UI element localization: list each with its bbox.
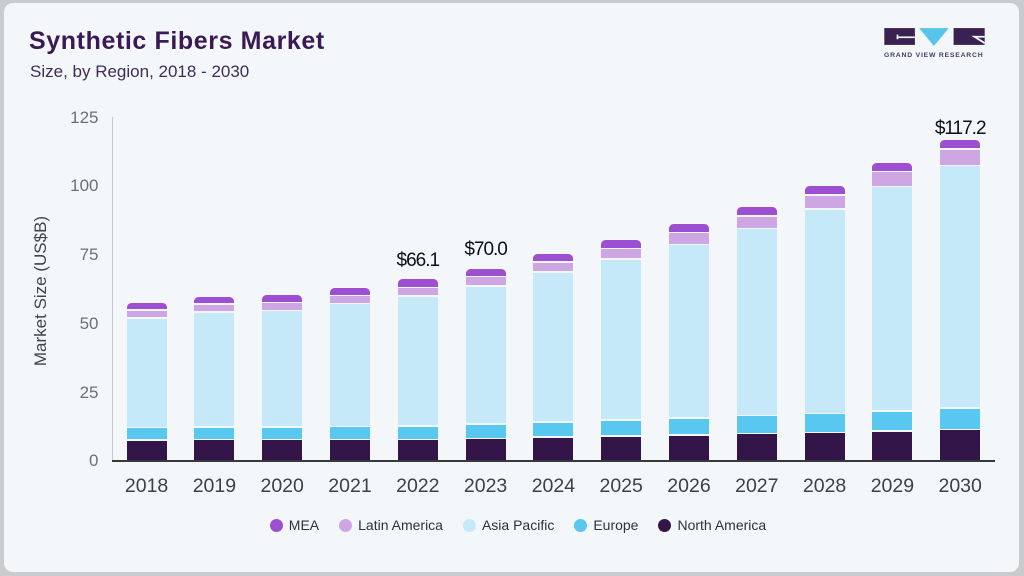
svg-text:GRAND VIEW RESEARCH: GRAND VIEW RESEARCH: [884, 52, 983, 59]
